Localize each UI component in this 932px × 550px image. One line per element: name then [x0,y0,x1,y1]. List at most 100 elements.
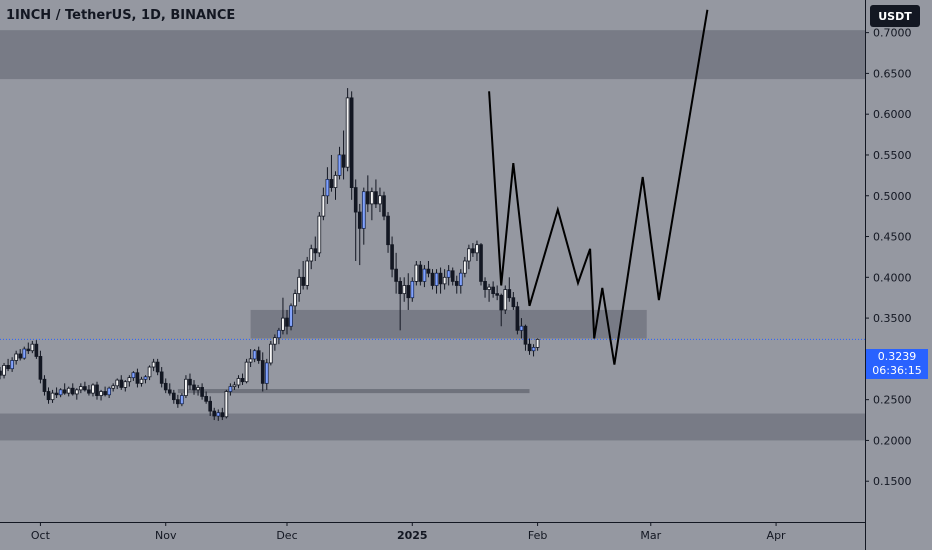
candle-body [220,412,225,418]
candle-body [301,276,305,286]
last-price-value: 0.3239 [877,350,917,363]
candle-body [281,317,285,331]
candle-body [159,371,164,384]
candle-body [42,378,47,392]
candle-body [487,286,491,290]
candle-body [309,248,314,262]
candle-body [260,360,265,384]
candle-body [495,293,499,296]
candle-accent [216,412,220,416]
candle-body [523,325,528,345]
candle-body [188,378,192,386]
candle-body [115,379,120,387]
candle-body [200,387,204,397]
zone-2 [250,309,647,339]
candle-body [163,382,168,391]
candle-body [406,285,411,299]
candle-body [450,270,455,282]
price-axis [865,0,932,550]
candle-body [378,195,382,205]
candle-body [390,244,394,270]
candle-body [438,272,443,285]
candle-accent [423,269,426,282]
candle-body [232,384,237,388]
candle-body [442,276,447,285]
time-tick-label: Apr [767,529,787,542]
candle-accent [228,386,232,392]
candle-body [273,337,277,345]
candle-body [293,293,297,307]
candle-accent [325,179,329,196]
candle-body [38,356,43,380]
price-tick-label: 0.4000 [873,271,912,284]
candle-body [2,364,6,376]
candle-accent [253,350,257,359]
candle-body [46,391,51,401]
candle-body [79,386,83,391]
candle-body [414,264,419,282]
candle-body [382,195,386,217]
currency-button[interactable]: USDT [870,5,920,27]
candle-body [454,280,459,286]
price-tick-label: 0.6000 [873,108,912,121]
candle-body [483,280,487,290]
candle-body [244,361,249,383]
price-tick-label: 0.5500 [873,149,912,162]
candle-body [70,387,75,395]
candle-body [463,260,467,274]
candle-body [50,392,55,401]
candle-body [491,286,495,295]
candle-body [62,389,67,394]
candle-body [430,272,435,286]
candle-body [14,353,18,361]
candle-body [313,248,318,254]
time-tick-label: Oct [31,529,51,542]
time-axis [0,522,865,550]
candle-body [6,364,10,370]
candle-body [357,211,362,229]
candle-body [0,370,2,376]
price-tick-label: 0.2500 [873,394,912,407]
candle-body [139,378,144,384]
candle-body [329,179,334,188]
candle-body [317,215,322,254]
candle-body [54,392,59,396]
candle-body [147,366,152,378]
candle-body [155,361,160,373]
candle-body [91,384,95,394]
candle-accent [22,349,26,359]
price-tick-label: 0.6500 [873,67,912,80]
candle-body [341,154,346,168]
candle-accent [532,347,535,351]
candle-body [527,343,532,352]
candle-body [370,191,374,205]
candle-body [394,268,398,282]
price-tick-label: 0.5000 [873,190,912,203]
time-tick-label: Nov [155,529,177,542]
candle-body [248,358,253,363]
candle-body [418,264,423,282]
price-tick-label: 0.3500 [873,312,912,325]
candle-accent [144,376,147,380]
candle-accent [180,395,184,404]
candle-body [99,391,103,396]
candle-body [305,260,310,286]
candle-body [240,378,245,383]
candle-body [184,378,188,396]
candle-body [285,317,289,327]
candle-body [402,285,407,295]
candle-body [192,384,196,391]
time-tick-label: 2025 [397,529,428,542]
candle-accent [107,388,111,395]
projection-path [488,9,709,365]
candle-body [511,297,516,308]
candle-body [18,353,23,359]
candle-body [83,386,87,391]
candle-body [386,215,390,246]
candle-body [176,399,180,405]
candle-body [471,248,475,254]
candle-body [535,338,540,348]
candle-body [297,276,301,295]
